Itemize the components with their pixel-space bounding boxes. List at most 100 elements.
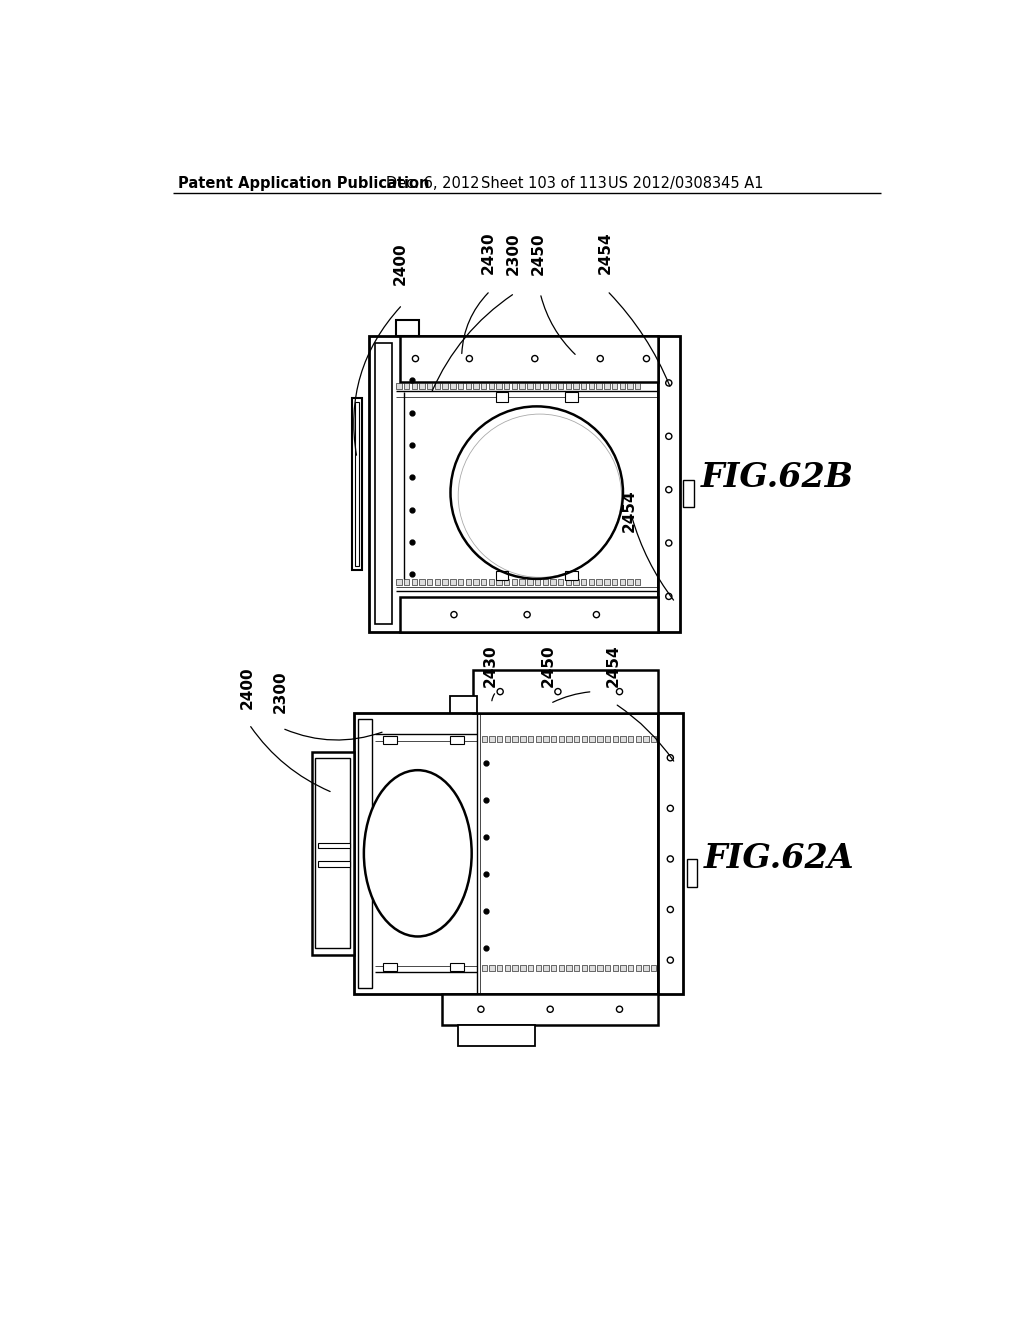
Bar [597, 737, 602, 742]
Bar [565, 572, 578, 581]
Bar [574, 737, 580, 742]
Text: 2450: 2450 [541, 644, 556, 688]
Bar [651, 737, 656, 742]
Bar [403, 383, 410, 389]
Bar [489, 965, 495, 970]
Bar [504, 578, 509, 585]
Bar [596, 578, 602, 585]
Bar [403, 578, 410, 585]
Bar [550, 578, 556, 585]
Bar [581, 383, 587, 389]
Bar [620, 383, 625, 389]
Bar [574, 965, 580, 970]
Bar [589, 383, 594, 389]
Bar [504, 383, 509, 389]
Bar [651, 965, 656, 970]
Bar [565, 578, 571, 585]
Bar [451, 383, 456, 389]
Bar [505, 737, 510, 742]
Bar [481, 965, 487, 970]
Bar [604, 383, 609, 389]
Bar [442, 578, 447, 585]
Bar [582, 965, 587, 970]
Bar [536, 737, 541, 742]
Bar [611, 383, 617, 389]
Bar [544, 965, 549, 970]
Bar [611, 578, 617, 585]
Bar [628, 383, 633, 389]
Bar [315, 758, 350, 948]
Text: 2430: 2430 [482, 644, 498, 688]
Bar [466, 383, 471, 389]
Bar [481, 578, 486, 585]
Bar [566, 965, 571, 970]
Bar [658, 335, 680, 632]
Bar [582, 737, 587, 742]
Bar [473, 671, 658, 713]
Bar [512, 578, 517, 585]
Bar [400, 335, 658, 381]
Ellipse shape [364, 770, 472, 936]
Bar [496, 392, 508, 401]
Bar [419, 578, 425, 585]
Bar [686, 859, 697, 887]
Bar [488, 578, 494, 585]
Bar [354, 713, 658, 994]
Bar [581, 578, 587, 585]
Bar [528, 737, 534, 742]
Bar [396, 578, 401, 585]
Bar [535, 383, 541, 389]
Bar [590, 737, 595, 742]
Bar [558, 578, 563, 585]
Bar [473, 383, 478, 389]
Bar [620, 578, 625, 585]
Bar [628, 578, 633, 585]
Text: 2300: 2300 [273, 671, 288, 713]
Bar [512, 737, 518, 742]
Text: FIG.62A: FIG.62A [703, 842, 854, 875]
Bar [621, 737, 626, 742]
Bar [559, 965, 564, 970]
Bar [442, 994, 658, 1024]
Bar [481, 383, 486, 389]
Bar [442, 383, 447, 389]
Bar [497, 965, 503, 970]
Bar [376, 343, 392, 624]
Bar [435, 578, 440, 585]
Text: 2400: 2400 [392, 243, 408, 285]
Bar [519, 383, 525, 389]
Bar [505, 965, 510, 970]
Bar [358, 719, 373, 987]
Text: FIG.62B: FIG.62B [700, 461, 853, 494]
Bar [597, 965, 602, 970]
Text: Sheet 103 of 113: Sheet 103 of 113 [481, 176, 606, 190]
Text: 2430: 2430 [481, 231, 496, 275]
Bar [435, 383, 440, 389]
Bar [512, 965, 518, 970]
Bar [527, 383, 532, 389]
Bar [451, 578, 456, 585]
Bar [636, 737, 641, 742]
Bar [621, 965, 626, 970]
Bar [496, 572, 508, 581]
Bar [520, 965, 525, 970]
Bar [628, 965, 634, 970]
Bar [596, 383, 602, 389]
Bar [497, 383, 502, 389]
Text: 2454: 2454 [598, 231, 613, 275]
Bar [658, 713, 683, 994]
Bar [566, 737, 571, 742]
Bar [643, 737, 649, 742]
Bar [565, 392, 578, 401]
Bar [590, 965, 595, 970]
Bar [536, 965, 541, 970]
Bar [635, 578, 640, 585]
Bar [354, 401, 359, 566]
Bar [573, 578, 579, 585]
Text: Patent Application Publication: Patent Application Publication [178, 176, 430, 190]
Bar [512, 383, 517, 389]
Bar [396, 321, 419, 335]
Bar [412, 383, 417, 389]
Bar [427, 383, 432, 389]
Bar [383, 737, 397, 743]
